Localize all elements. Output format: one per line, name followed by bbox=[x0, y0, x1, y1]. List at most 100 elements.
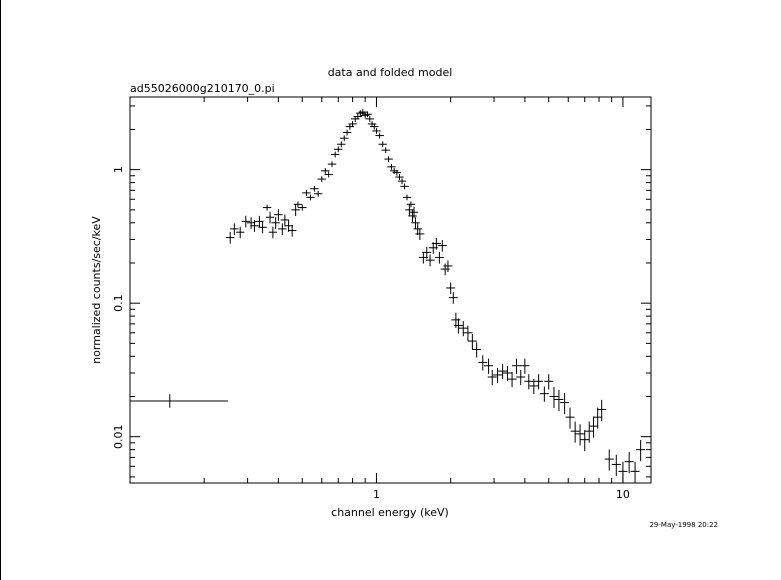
data-point bbox=[271, 217, 280, 229]
data-point bbox=[472, 342, 482, 358]
data-point bbox=[327, 161, 337, 168]
x-axis-ticks bbox=[129, 97, 624, 483]
data-point bbox=[395, 174, 404, 181]
data-point bbox=[575, 424, 585, 446]
data-point bbox=[367, 121, 377, 127]
data-point bbox=[348, 121, 357, 127]
data-point bbox=[560, 393, 570, 415]
data-point bbox=[330, 151, 340, 158]
data-point bbox=[434, 251, 444, 264]
data-point bbox=[618, 461, 628, 483]
data-point bbox=[387, 163, 396, 170]
data-point bbox=[520, 358, 530, 374]
data-point bbox=[478, 355, 488, 371]
data-point bbox=[554, 389, 564, 411]
data-point bbox=[353, 113, 363, 120]
data-point bbox=[284, 220, 293, 232]
data-point bbox=[593, 407, 603, 429]
data-point bbox=[539, 386, 549, 402]
y-tick-label: 0.01 bbox=[112, 424, 125, 449]
data-point bbox=[310, 185, 319, 192]
data-point bbox=[570, 421, 580, 443]
x-axis-tick-labels: 1 10 bbox=[373, 488, 630, 501]
data-point bbox=[321, 167, 330, 174]
data-point bbox=[241, 215, 251, 228]
data-point bbox=[493, 367, 503, 384]
data-point bbox=[302, 190, 311, 196]
data-point bbox=[268, 226, 278, 239]
data-point bbox=[624, 452, 634, 474]
data-point bbox=[534, 374, 544, 390]
data-point bbox=[258, 221, 267, 234]
data-point bbox=[597, 399, 607, 421]
data-point bbox=[235, 226, 245, 239]
left-border-line bbox=[0, 0, 1, 580]
data-point bbox=[313, 190, 323, 197]
data-point bbox=[291, 204, 300, 216]
y-axis-label: normalized counts/sec/keV bbox=[90, 216, 103, 364]
data-point bbox=[334, 146, 343, 153]
data-point bbox=[611, 454, 621, 476]
data-point bbox=[524, 374, 534, 390]
data-point bbox=[370, 123, 379, 130]
data-point bbox=[467, 334, 477, 350]
data-point bbox=[255, 215, 264, 228]
data-point bbox=[448, 292, 458, 304]
data-point bbox=[516, 369, 526, 386]
y-tick-label: 0.1 bbox=[112, 294, 125, 312]
data-point bbox=[413, 223, 422, 236]
data-point bbox=[636, 440, 646, 462]
data-point bbox=[400, 183, 409, 190]
data-point bbox=[584, 421, 594, 443]
x-tick-label: 10 bbox=[616, 488, 630, 501]
data-point bbox=[487, 369, 497, 386]
data-point bbox=[381, 147, 390, 154]
data-point bbox=[511, 358, 521, 374]
data-point bbox=[498, 363, 508, 380]
data-point bbox=[453, 318, 463, 334]
y-axis-ticks bbox=[130, 105, 651, 478]
plot-timestamp: 29-May-1998 20:22 bbox=[649, 521, 718, 529]
data-point bbox=[415, 228, 425, 241]
data-point bbox=[411, 217, 420, 229]
data-point bbox=[604, 449, 614, 471]
data-point bbox=[130, 394, 229, 408]
data-point bbox=[422, 246, 432, 259]
data-point bbox=[363, 111, 372, 118]
data-point bbox=[342, 129, 352, 136]
data-point bbox=[265, 211, 275, 224]
data-point bbox=[293, 201, 303, 208]
data-point bbox=[317, 176, 327, 183]
data-point bbox=[446, 282, 456, 295]
y-tick-label: 1 bbox=[112, 166, 125, 173]
data-points bbox=[130, 109, 646, 483]
data-point bbox=[280, 214, 290, 227]
data-point bbox=[544, 374, 554, 390]
data-point bbox=[358, 109, 367, 116]
data-point bbox=[463, 325, 473, 341]
data-point bbox=[502, 365, 512, 382]
data-point bbox=[431, 237, 441, 250]
data-point bbox=[378, 141, 387, 148]
data-point bbox=[246, 217, 256, 229]
data-point bbox=[250, 220, 259, 232]
x-tick-label: 1 bbox=[373, 488, 380, 501]
data-point bbox=[262, 204, 272, 211]
data-point bbox=[437, 240, 447, 252]
data-point bbox=[375, 132, 384, 139]
data-point bbox=[402, 194, 412, 201]
data-point bbox=[306, 194, 315, 201]
data-point bbox=[225, 232, 235, 244]
chart-title: data and folded model bbox=[328, 66, 453, 79]
data-point bbox=[392, 169, 402, 176]
data-point bbox=[274, 209, 283, 221]
data-point bbox=[405, 204, 414, 216]
data-point bbox=[630, 461, 640, 483]
data-point bbox=[278, 223, 287, 236]
data-point bbox=[406, 201, 416, 208]
data-point bbox=[324, 171, 333, 178]
data-point bbox=[565, 407, 575, 429]
data-point bbox=[337, 141, 346, 148]
y-axis-tick-labels: 0.01 0.1 1 bbox=[112, 166, 125, 449]
data-point bbox=[507, 372, 517, 388]
